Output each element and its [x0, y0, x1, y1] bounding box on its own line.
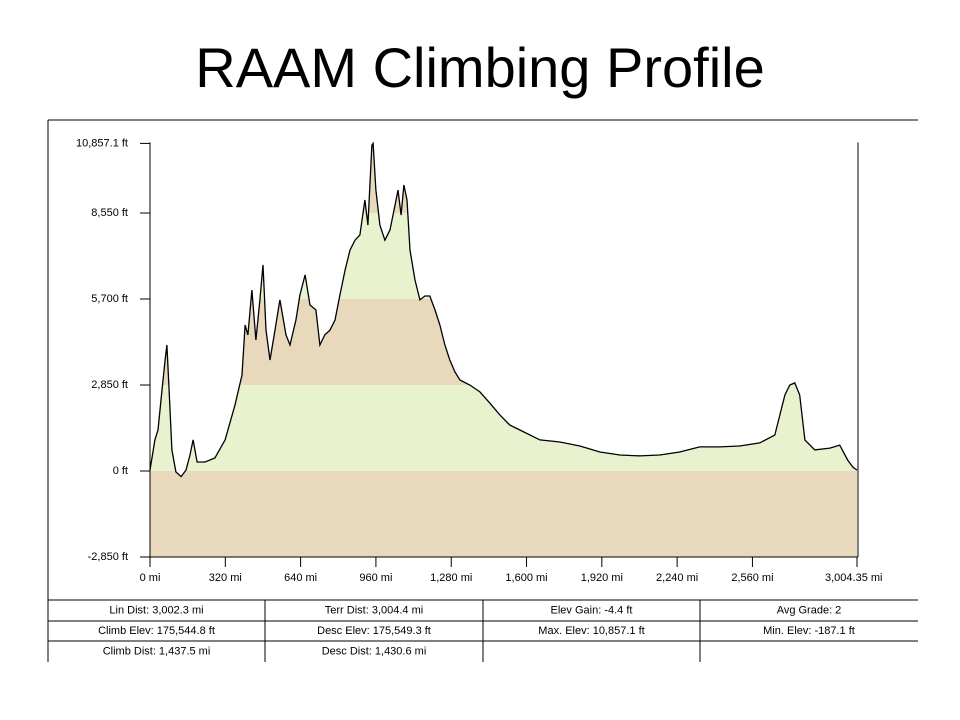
x-tick-label: 1,280 mi	[430, 572, 472, 584]
elevation-band	[150, 213, 857, 300]
chart-layer: -2,850 ft 0 ft 2,850 ft 5,700 ft 8,550 ft 10,…	[47, 137, 918, 662]
stat-cell: Min. Elev: -187.1 ft	[763, 625, 855, 637]
elevation-band	[150, 143, 857, 214]
x-tick-label: 2,560 mi	[731, 572, 773, 584]
x-tick-label: 1,920 mi	[581, 572, 623, 584]
elevation-band	[150, 471, 857, 557]
stat-cell: Desc Elev: 175,549.3 ft	[317, 625, 431, 637]
stat-cell: Lin Dist: 3,002.3 mi	[109, 604, 203, 616]
x-tick-label: 2,240 mi	[656, 572, 698, 584]
band-group	[150, 143, 857, 557]
stat-cell: Elev Gain: -4.4 ft	[551, 604, 633, 616]
stat-cell: Desc Dist: 1,430.6 mi	[322, 645, 427, 657]
x-tick-label: 960 mi	[359, 572, 392, 584]
elevation-line	[149, 141, 858, 478]
y-tick-label: 5,700 ft	[91, 293, 128, 305]
stat-cell: Avg Grade: 2	[777, 604, 842, 616]
y-tick-label: -2,850 ft	[88, 551, 128, 563]
y-tick-label: 8,550 ft	[91, 207, 128, 219]
x-tick-label: 640 mi	[284, 572, 317, 584]
elevation-band	[150, 299, 857, 386]
x-tick-label: 3,004.35 mi	[825, 572, 882, 584]
elevation-band	[150, 385, 857, 472]
x-tick-label: 320 mi	[209, 572, 242, 584]
stat-cell: Terr Dist: 3,004.4 mi	[325, 604, 423, 616]
slide-title: RAAM Climbing Profile	[195, 36, 765, 99]
stat-cell: Climb Elev: 175,544.8 ft	[98, 625, 215, 637]
y-tick-label: 2,850 ft	[91, 379, 128, 391]
stat-cell: Climb Dist: 1,437.5 mi	[103, 645, 211, 657]
stat-cell: Max. Elev: 10,857.1 ft	[538, 625, 644, 637]
x-tick-label: 0 mi	[140, 572, 161, 584]
x-tick-label: 1,600 mi	[505, 572, 547, 584]
y-tick-label: 0 ft	[113, 465, 128, 477]
y-tick-label: 10,857.1 ft	[76, 137, 128, 149]
